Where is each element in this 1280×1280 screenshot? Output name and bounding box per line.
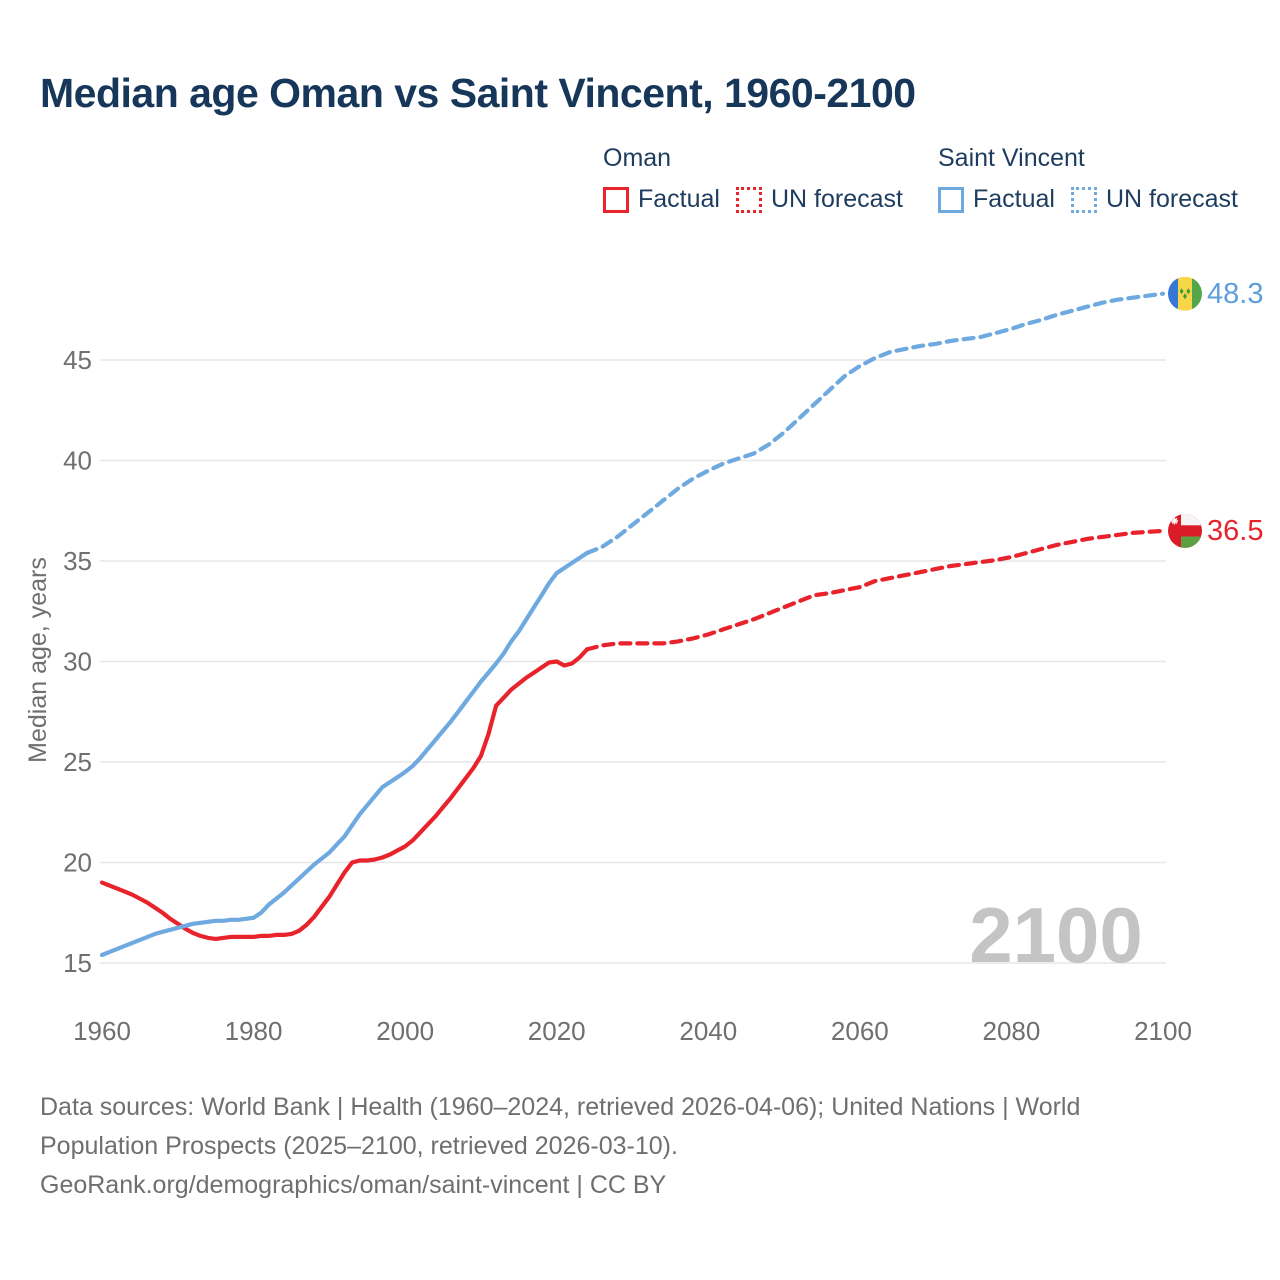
y-tick-label: 30: [63, 647, 92, 677]
series-line-oman-factual: [99, 647, 590, 941]
legend-group-saint-vincent-header: Saint Vincent: [938, 144, 1085, 172]
saint-vincent-flag-icon: [1168, 276, 1202, 311]
series-line-oman-un-forecast: [584, 528, 1166, 652]
legend-item-sv-forecast[interactable]: UN forecast: [1070, 185, 1238, 214]
x-tick-label: 2020: [528, 1016, 586, 1046]
y-tick-label: 35: [63, 546, 92, 576]
x-axis-tick-labels: 1960 1980 2000 2020 2040 2060 2080 2100: [73, 1016, 1192, 1046]
x-tick-label: 2040: [679, 1016, 737, 1046]
legend-group-oman-header: Oman: [603, 144, 672, 172]
legend-swatch-solid-icon: [938, 186, 964, 213]
legend-item-label: UN forecast: [1105, 185, 1238, 213]
y-tick-label: 40: [63, 446, 92, 476]
legend-item-label: Factual: [973, 185, 1055, 213]
y-tick-label: 25: [63, 747, 92, 777]
oman-flag-icon: [1168, 513, 1202, 548]
legend-group-saint-vincent: Saint Vincent Factual UN forecast: [938, 144, 1238, 214]
legend-group-oman: Oman Factual UN forecast: [603, 144, 903, 214]
x-tick-label: 2080: [983, 1016, 1041, 1046]
watermark-year: 2100: [969, 891, 1143, 979]
y-tick-label: 20: [63, 848, 92, 878]
y-axis-tick-labels: 15 20 25 30 35 40 45: [63, 345, 92, 978]
series-line-saint-vincent-factual: [99, 550, 590, 958]
legend-items-saint-vincent: Factual UN forecast: [938, 185, 1238, 214]
gridlines: [100, 359, 1166, 964]
footer: Data sources: World Bank | Health (1960–…: [40, 1088, 1200, 1205]
x-tick-label: 2060: [831, 1016, 889, 1046]
legend-item-oman-factual[interactable]: Factual: [603, 185, 720, 214]
legend-swatch-dotted-icon: [1070, 186, 1097, 213]
legend-item-label: UN forecast: [770, 185, 903, 213]
series-lines: [99, 291, 1166, 958]
x-tick-label: 1980: [225, 1016, 283, 1046]
saint-vincent-end-value: 48.3: [1207, 278, 1263, 310]
data-sources-line-2: Population Prospects (2025–2100, retriev…: [40, 1132, 678, 1160]
legend-swatch-dotted-icon: [735, 186, 762, 213]
legend-items-oman: Factual UN forecast: [603, 185, 903, 214]
data-sources-line-1: Data sources: World Bank | Health (1960–…: [40, 1093, 1081, 1121]
oman-end-value: 36.5: [1207, 515, 1263, 547]
legend-swatch-solid-icon: [603, 186, 629, 213]
legend-item-oman-forecast[interactable]: UN forecast: [735, 185, 903, 214]
y-tick-label: 45: [63, 345, 92, 375]
chart-title: Median age Oman vs Saint Vincent, 1960-2…: [40, 70, 916, 116]
x-tick-label: 2100: [1134, 1016, 1192, 1046]
legend-item-label: Factual: [638, 185, 720, 213]
legend-item-sv-factual[interactable]: Factual: [938, 185, 1055, 214]
attribution-link[interactable]: GeoRank.org/demographics/oman/saint-vinc…: [40, 1171, 667, 1199]
x-tick-label: 2000: [376, 1016, 434, 1046]
x-tick-label: 1960: [73, 1016, 131, 1046]
y-tick-label: 15: [63, 948, 92, 978]
y-axis-title: Median age, years: [24, 557, 52, 763]
series-line-saint-vincent-un-forecast: [584, 291, 1166, 556]
